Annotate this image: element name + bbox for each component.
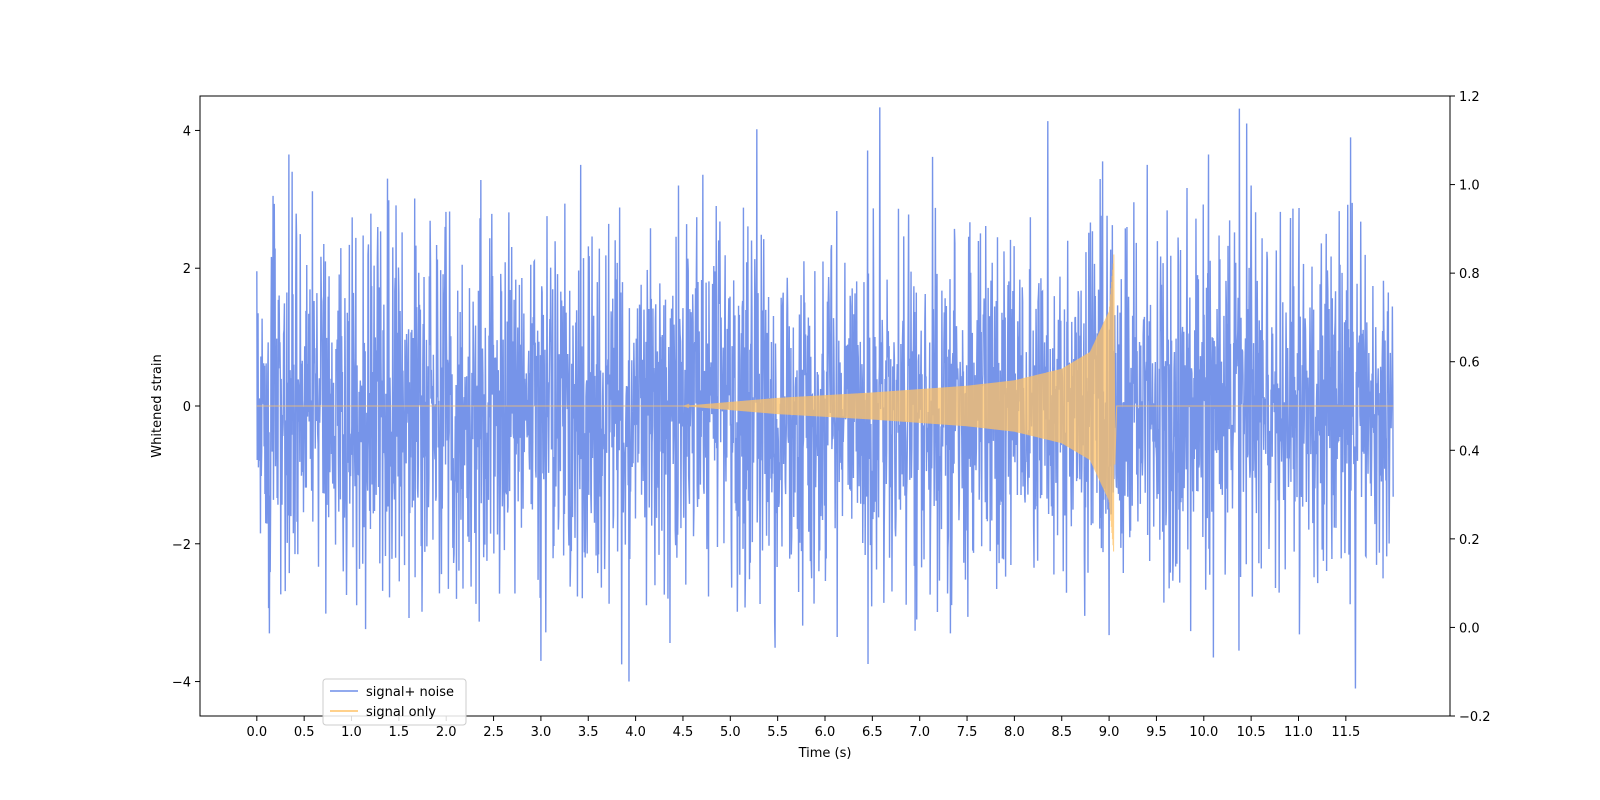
x-tick-label: 7.5 [957,725,978,740]
y2-tick-label: 1.2 [1459,90,1480,105]
y-tick-label: 0 [183,400,191,415]
y-axis-label: Whitened strain [150,354,165,457]
legend-label-signal-noise: signal+ noise [366,685,454,700]
x-tick-label: 7.0 [909,725,930,740]
x-tick-label: 11.0 [1284,725,1313,740]
x-tick-label: 6.5 [862,725,883,740]
y-tick-label: 4 [183,124,191,139]
x-tick-label: 9.5 [1146,725,1167,740]
y2-tick-label: 0.0 [1459,621,1480,636]
x-tick-label: 5.0 [720,725,741,740]
y2-tick-label: −0.2 [1459,710,1491,725]
x-tick-label: 0.5 [294,725,315,740]
legend-box [322,678,467,726]
x-tick-label: 8.5 [1051,725,1072,740]
y-tick-label: 2 [183,262,191,277]
y2-tick-label: 0.4 [1459,444,1480,459]
x-tick-label: 8.0 [1004,725,1025,740]
x-tick-label: 0.0 [246,725,267,740]
x-tick-label: 11.5 [1331,725,1360,740]
x-tick-label: 4.5 [673,725,694,740]
y2-tick-label: 0.2 [1459,533,1480,548]
x-tick-label: 6.0 [815,725,836,740]
y2-tick-label: 1.0 [1459,179,1480,194]
x-tick-label: 3.5 [578,725,599,740]
legend-label-signal-only: signal only [366,705,436,720]
x-tick-label: 9.0 [1099,725,1120,740]
x-tick-label: 4.0 [625,725,646,740]
y2-tick-label: 0.8 [1459,267,1480,282]
x-tick-label: 1.5 [389,725,410,740]
x-tick-label: 1.0 [341,725,362,740]
y-tick-label: −4 [172,676,191,691]
y2-tick-label: 0.6 [1459,356,1480,371]
x-tick-label: 2.0 [436,725,457,740]
x-tick-label: 3.0 [531,725,552,740]
y-tick-label: −2 [172,538,191,553]
x-tick-label: 10.5 [1237,725,1266,740]
series-line-signal-only [256,254,1394,552]
x-tick-label: 5.5 [767,725,788,740]
x-tick-label: 2.5 [483,725,504,740]
legend: signal+ noise signal only [322,678,467,726]
x-tick-label: 10.0 [1189,725,1218,740]
x-axis-label: Time (s) [798,746,852,761]
